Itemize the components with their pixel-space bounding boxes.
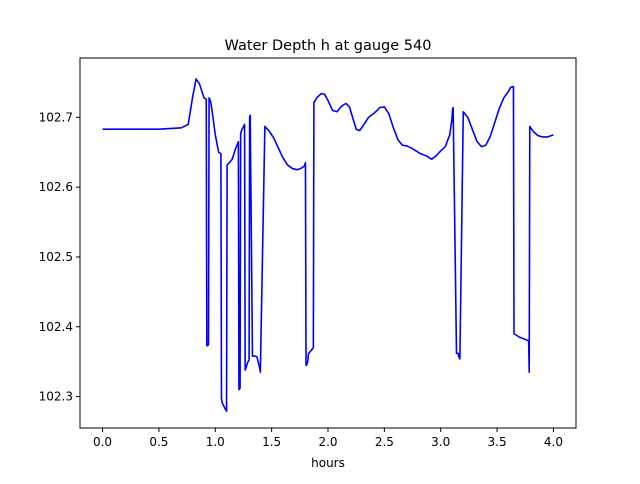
y-axis: 102.3 102.4 102.5 102.6 102.7 [39,110,80,404]
x-tick-label: 0.5 [149,435,168,449]
x-tick-label: 0.0 [93,435,112,449]
x-tick-label: 1.5 [262,435,281,449]
plot-layer [102,78,554,413]
chart-title: Water Depth h at gauge 540 [225,38,432,54]
y-tick-label: 102.4 [39,320,73,334]
x-tick-label: 2.5 [375,435,394,449]
y-tick-label: 102.3 [39,390,73,404]
x-axis-label: hours [311,456,345,470]
x-tick-label: 4.0 [544,435,563,449]
y-tick-label: 102.7 [39,110,73,124]
y-tick-label: 102.5 [39,250,73,264]
x-axis: 0.0 0.5 1.0 1.5 2.0 2.5 3.0 3.5 4.0 [93,428,563,449]
series-line-0 [102,78,554,413]
x-tick-label: 2.0 [318,435,337,449]
x-tick-label: 3.0 [431,435,450,449]
x-tick-label: 1.0 [206,435,225,449]
x-tick-label: 3.5 [488,435,507,449]
y-tick-label: 102.6 [39,180,73,194]
